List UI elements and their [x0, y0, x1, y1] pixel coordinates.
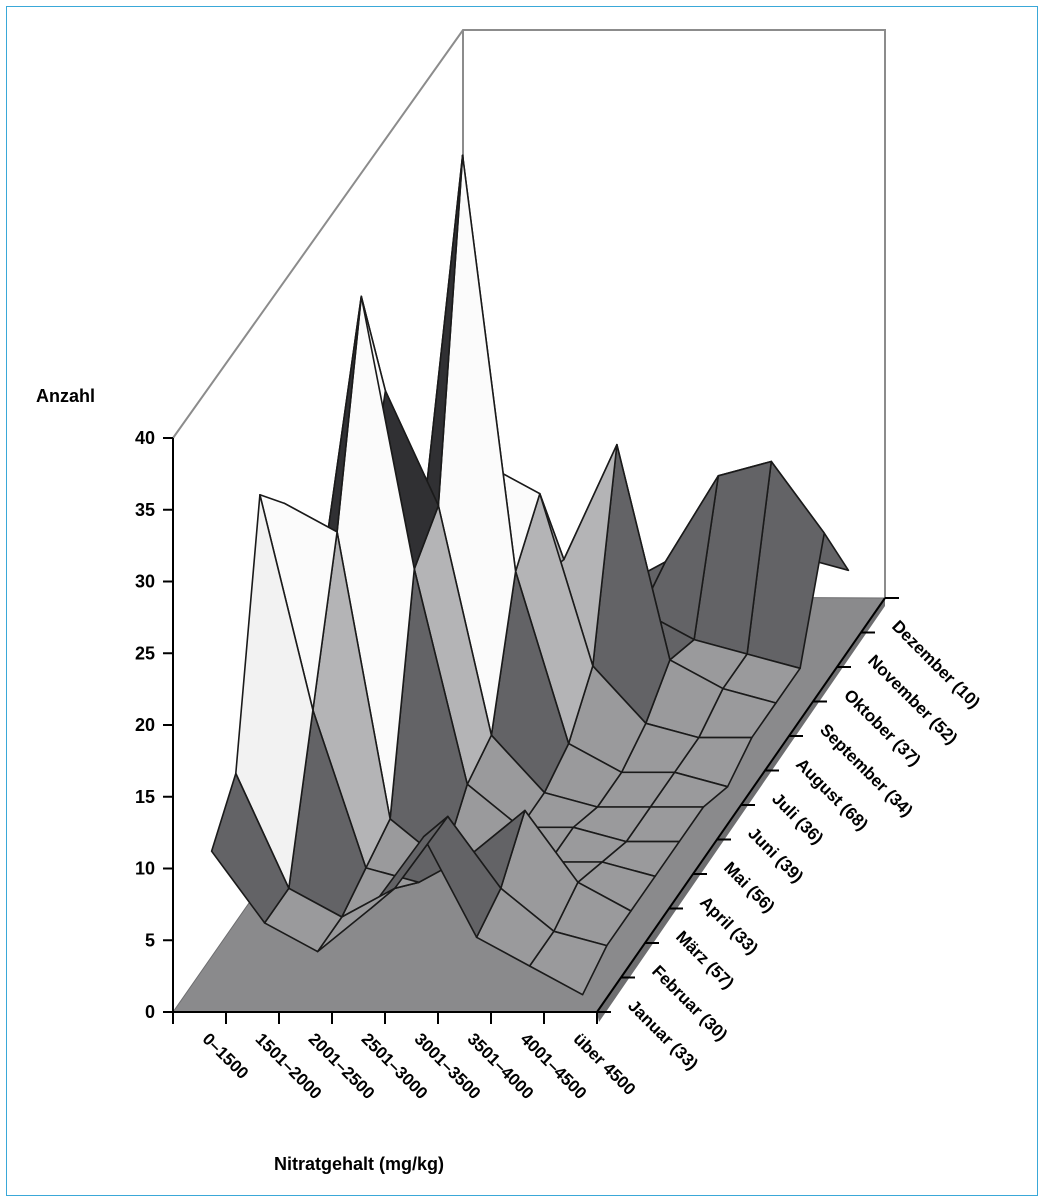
y-category-label: Mai (56)	[720, 858, 778, 916]
z-tick-label: 30	[135, 572, 155, 592]
back-wall-outline	[172, 29, 886, 598]
z-tick-label: 20	[135, 715, 155, 735]
x-axis-title: Nitratgehalt (mg/kg)	[274, 1154, 444, 1174]
z-tick-label: 40	[135, 428, 155, 448]
z-tick-label: 0	[145, 1002, 155, 1022]
surface-mesh	[210, 154, 850, 996]
z-tick-label: 25	[135, 643, 155, 663]
z-axis-title: Anzahl	[36, 386, 95, 406]
z-tick-label: 10	[135, 859, 155, 879]
x-category-label: 0–1500	[199, 1029, 253, 1083]
y-category-label: Juli (36)	[768, 789, 827, 848]
z-tick-label: 35	[135, 500, 155, 520]
z-tick-label: 5	[145, 930, 155, 950]
z-tick-label: 15	[135, 787, 155, 807]
floor-side-plate	[597, 598, 885, 1022]
surface-cell	[210, 772, 290, 924]
